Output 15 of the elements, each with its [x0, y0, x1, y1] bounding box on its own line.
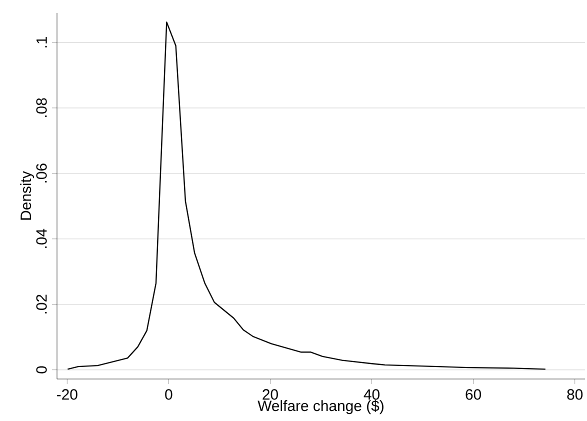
x-tick-label: -20	[57, 389, 78, 400]
y-tick-label: .06	[36, 164, 47, 182]
y-tick-label: .1	[36, 36, 47, 48]
line-series	[67, 22, 546, 370]
y-tick-label: .02	[36, 294, 47, 314]
x-tick-label: 0	[165, 389, 172, 400]
x-tick-label: 40	[364, 389, 380, 400]
y-tick-label: .04	[36, 228, 47, 248]
y-tick-label: 0	[36, 366, 47, 374]
x-axis-title: Welfare change ($)	[258, 400, 384, 414]
y-axis-title: Density	[20, 171, 34, 220]
x-tick-label: 60	[466, 389, 482, 400]
y-tick-label: .08	[36, 98, 47, 117]
x-tick-label: 20	[262, 389, 278, 400]
x-tick-label: 80	[567, 389, 583, 400]
